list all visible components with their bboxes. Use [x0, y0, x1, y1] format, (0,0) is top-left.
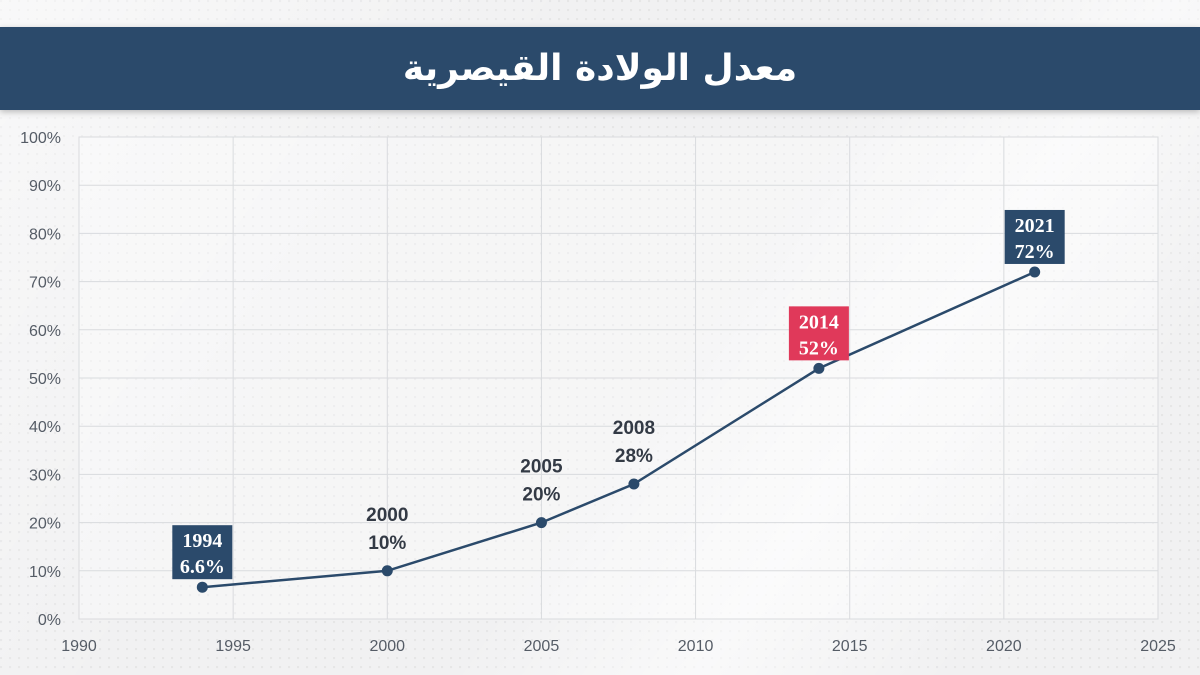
y-tick-label: 90%	[29, 178, 61, 195]
title-banner: معدل الولادة القيصرية	[0, 27, 1200, 110]
data-label-value: 10%	[368, 533, 406, 554]
y-tick-label: 40%	[29, 419, 61, 436]
y-tick-label: 30%	[29, 467, 61, 484]
data-label-year: 2000	[366, 505, 408, 526]
x-tick-label: 1995	[215, 638, 251, 655]
data-label-year: 1994	[182, 530, 222, 552]
x-tick-label: 2000	[369, 638, 405, 655]
data-label-box	[1004, 209, 1065, 264]
data-label-year: 2021	[1015, 215, 1055, 237]
y-tick-label: 0%	[38, 612, 61, 629]
y-tick-label: 60%	[29, 323, 61, 340]
data-label-value: 6.6%	[180, 556, 225, 578]
data-label-year: 2008	[613, 418, 655, 439]
series-line	[202, 270, 1036, 589]
data-label-value: 52%	[799, 337, 839, 359]
data-point	[381, 565, 393, 577]
page-title: معدل الولادة القيصرية	[402, 48, 798, 89]
x-tick-label: 2025	[1140, 638, 1176, 655]
y-tick-label: 20%	[29, 516, 61, 533]
y-tick-label: 50%	[29, 371, 61, 388]
x-tick-label: 2005	[524, 638, 560, 655]
data-point	[813, 362, 825, 374]
x-tick-label: 1990	[61, 638, 97, 655]
data-point	[628, 478, 640, 490]
data-label-value: 20%	[522, 485, 560, 506]
x-tick-label: 2015	[832, 638, 868, 655]
y-tick-label: 70%	[29, 275, 61, 292]
data-point	[1029, 266, 1041, 278]
y-tick-label: 100%	[20, 130, 61, 147]
y-tick-label: 80%	[29, 226, 61, 243]
data-point	[535, 517, 547, 529]
data-point	[196, 581, 208, 593]
data-label-year: 2005	[520, 457, 563, 478]
data-label-year: 2014	[799, 311, 839, 333]
x-tick-label: 2010	[678, 638, 714, 655]
data-label-box	[172, 525, 233, 580]
data-label-value: 28%	[615, 446, 653, 467]
x-tick-label: 2020	[986, 638, 1022, 655]
y-tick-label: 10%	[29, 564, 61, 581]
data-label-box	[788, 306, 849, 361]
data-label-value: 72%	[1015, 241, 1055, 263]
